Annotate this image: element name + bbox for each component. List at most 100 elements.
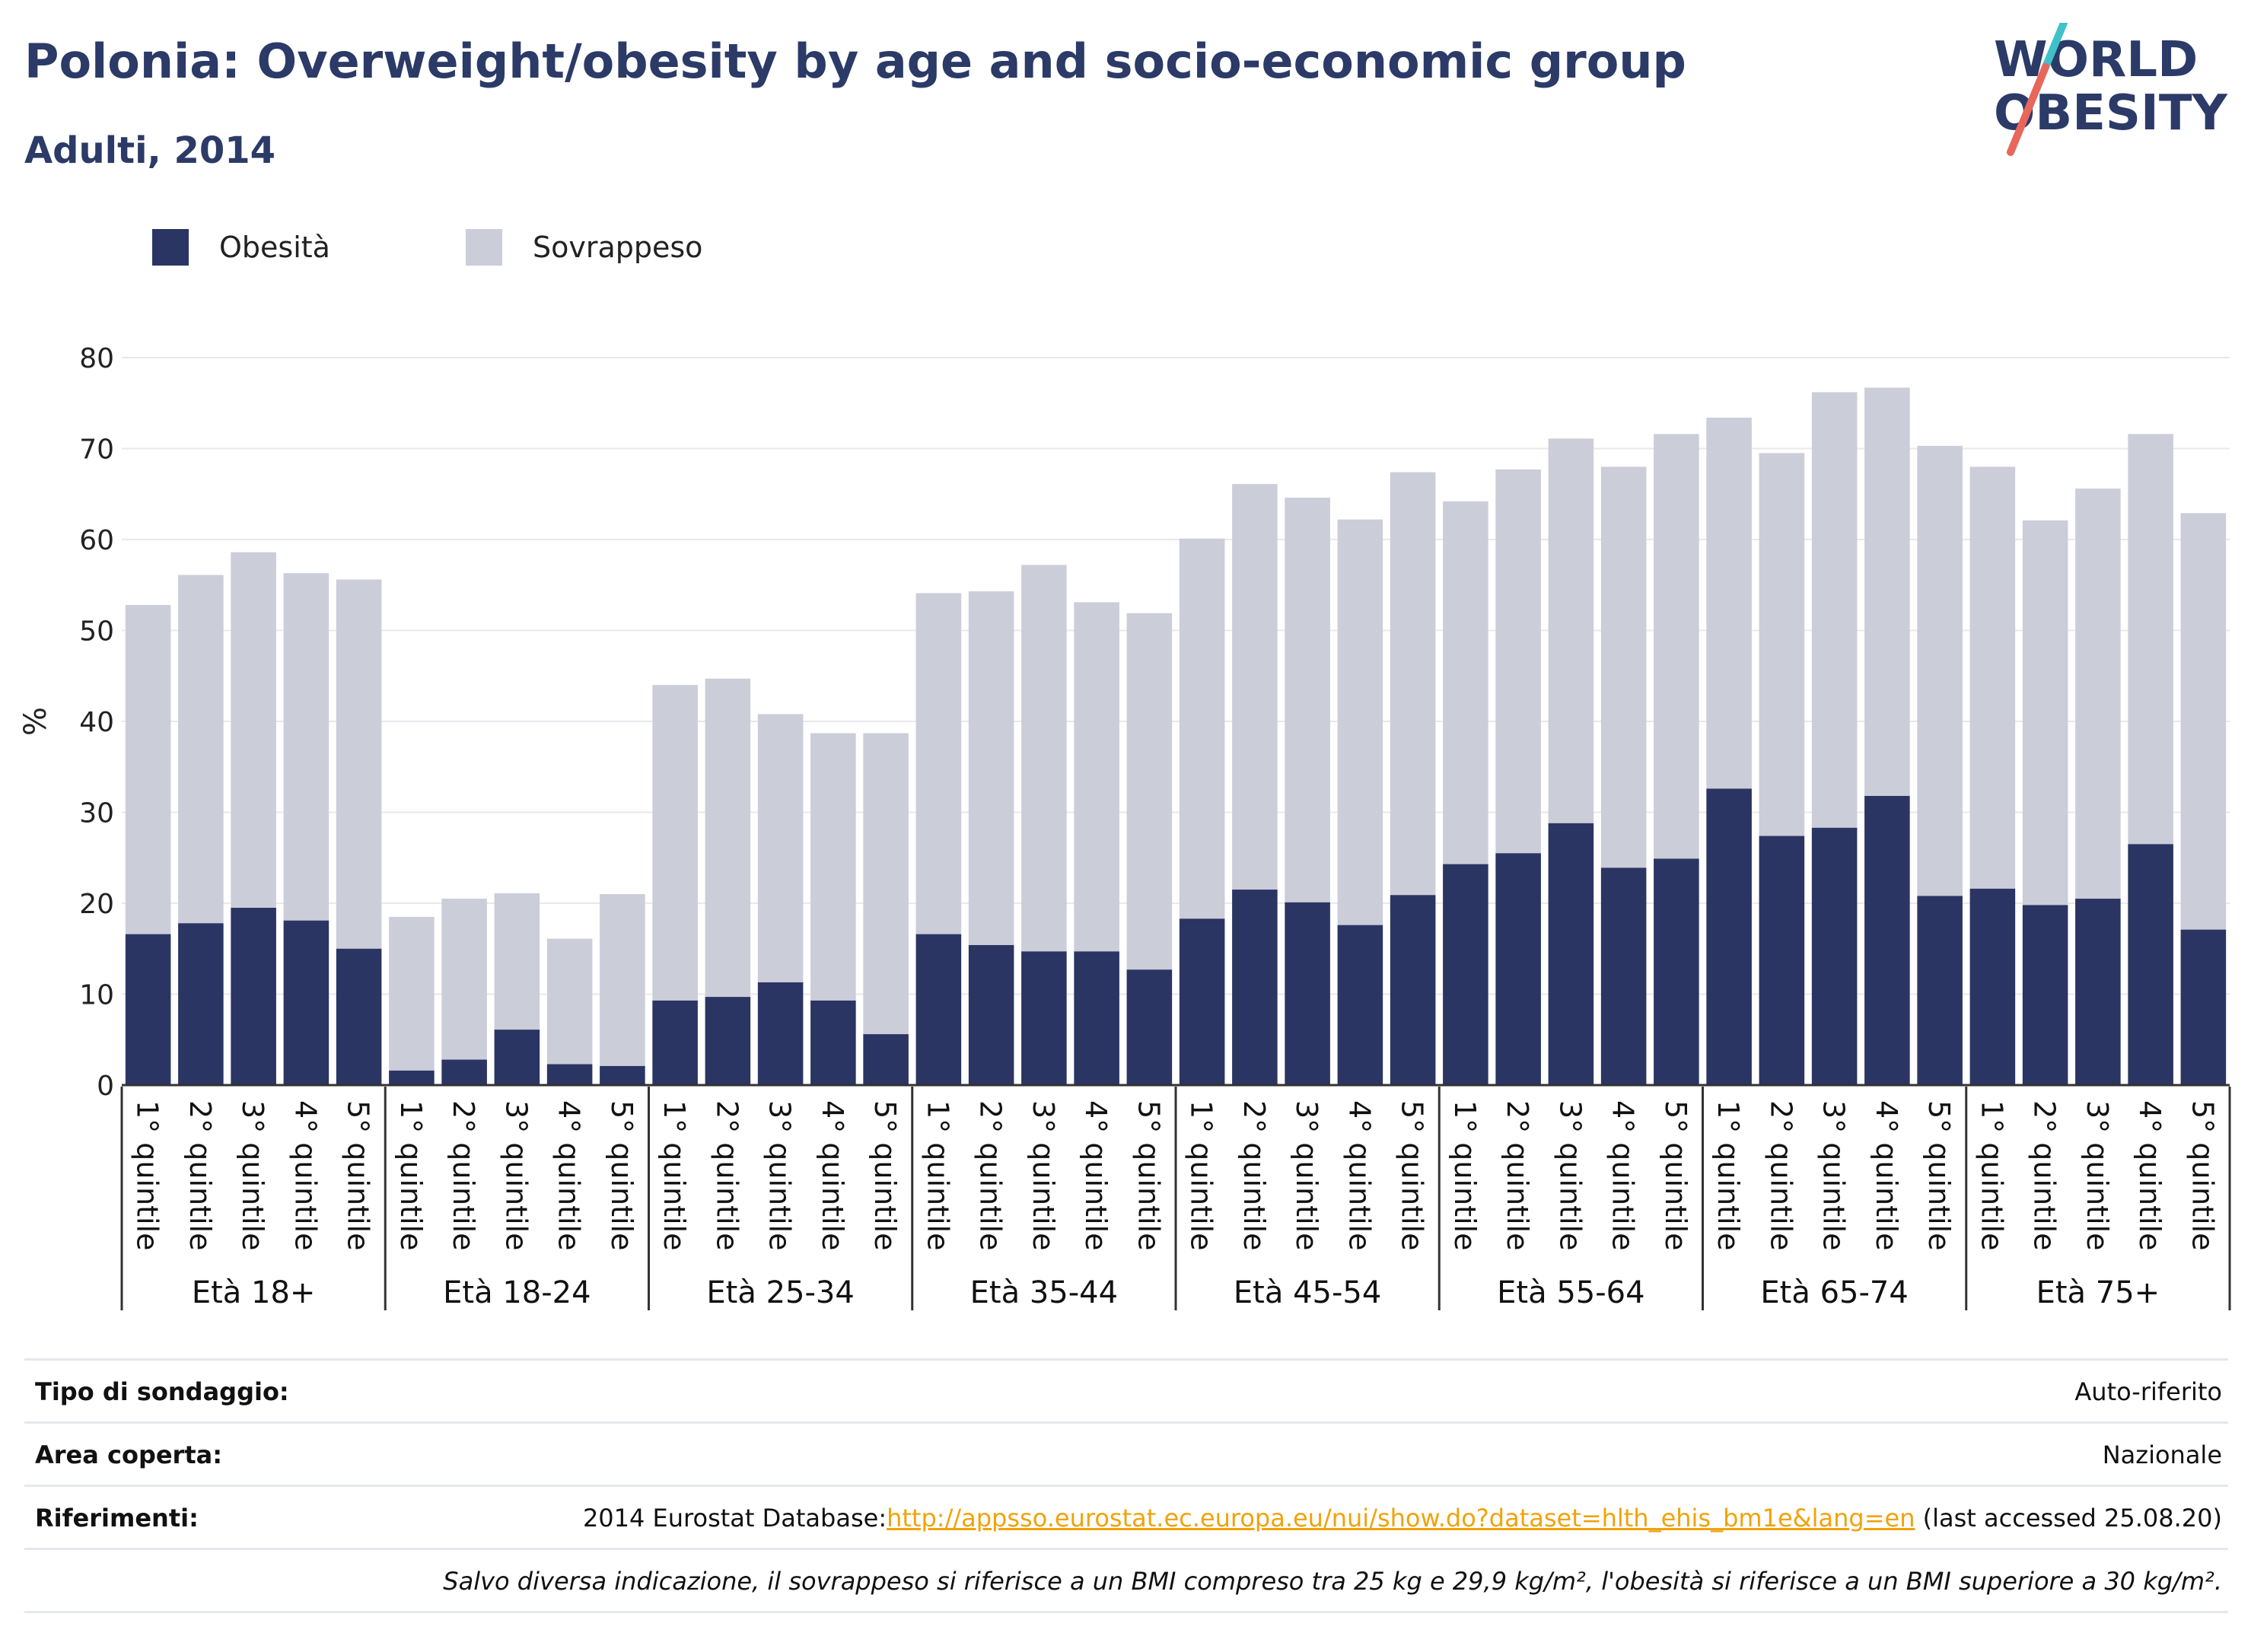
x-tick-label: 5° quintile <box>1132 1100 1165 1251</box>
bar-obesity <box>1706 788 1752 1085</box>
x-tick-label: 4° quintile <box>1870 1100 1903 1251</box>
bar-obesity <box>600 1065 645 1085</box>
x-tick-label: 5° quintile <box>342 1100 375 1251</box>
bar-overweight <box>1706 417 1752 789</box>
x-tick-label: 1° quintile <box>1185 1100 1218 1251</box>
x-tick-label: 5° quintile <box>1396 1100 1429 1251</box>
info-table: Tipo di sondaggio: Auto-riferito Area co… <box>24 1358 2228 1613</box>
page-subtitle: Adulti, 2014 <box>24 129 276 172</box>
bar-overweight <box>1443 501 1488 864</box>
bar-obesity <box>1654 858 1699 1085</box>
x-tick-label: 4° quintile <box>2133 1100 2167 1251</box>
bar-overweight <box>494 893 540 1030</box>
x-tick-label: 2° quintile <box>1501 1100 1534 1251</box>
bar-obesity <box>1600 867 1647 1085</box>
y-tick-label-1: 10 <box>79 980 114 1011</box>
bar-obesity <box>2022 905 2068 1085</box>
bar-overweight <box>2180 513 2227 930</box>
bar-overweight <box>2075 489 2121 899</box>
bar-obesity <box>2128 844 2173 1085</box>
bar-overweight <box>1179 538 1225 919</box>
bar-obesity <box>915 934 962 1085</box>
bar-obesity <box>178 923 224 1085</box>
x-tick-label: 1° quintile <box>657 1100 691 1251</box>
bar-obesity <box>125 934 171 1085</box>
x-tick-label: 1° quintile <box>1975 1100 2008 1251</box>
bar-overweight <box>1285 498 1330 902</box>
legend-item-overweight[interactable]: Sovrappeso <box>466 228 702 266</box>
group-label: Età 25-34 <box>706 1275 854 1310</box>
bar-obesity <box>1285 902 1330 1085</box>
bar-obesity <box>1126 969 1173 1085</box>
bmi-note: Salvo diversa indicazione, il sovrappeso… <box>443 1567 2222 1596</box>
x-tick-label: 1° quintile <box>394 1100 428 1251</box>
references-prefix: 2014 Eurostat Database: <box>582 1504 887 1533</box>
bar-overweight <box>1548 438 1594 823</box>
bar-overweight <box>915 593 962 934</box>
y-tick-label-4: 40 <box>79 707 114 738</box>
y-tick-label-0: 0 <box>97 1071 114 1102</box>
bar-overweight <box>441 899 487 1060</box>
bar-overweight <box>336 579 382 949</box>
x-tick-label: 3° quintile <box>1290 1100 1323 1251</box>
logo-slash-teal <box>2042 23 2068 71</box>
bar-obesity <box>1759 836 1805 1085</box>
x-tick-label: 4° quintile <box>1079 1100 1113 1251</box>
bar-obesity <box>2075 899 2121 1085</box>
y-tick-label-3: 30 <box>79 798 114 829</box>
x-tick-label: 3° quintile <box>499 1100 533 1251</box>
bar-overweight <box>757 714 804 982</box>
bar-obesity <box>1495 853 1541 1085</box>
bar-obesity <box>652 1000 698 1085</box>
x-tick-label: 5° quintile <box>2186 1100 2219 1251</box>
group-label: Età 55-64 <box>1497 1275 1644 1310</box>
bar-overweight <box>1232 484 1278 890</box>
survey-type-label: Tipo di sondaggio: <box>35 1377 289 1406</box>
y-tick-label-5: 50 <box>79 616 114 648</box>
references-value: 2014 Eurostat Database:http://appsso.eur… <box>583 1504 2222 1533</box>
x-tick-label: 4° quintile <box>288 1100 322 1251</box>
bar-overweight <box>231 552 276 908</box>
x-tick-label: 3° quintile <box>763 1100 797 1251</box>
bar-obesity <box>441 1059 487 1085</box>
legend-item-obesity[interactable]: Obesità <box>152 228 330 266</box>
legend-label-obesity: Obesità <box>219 231 330 264</box>
bar-overweight <box>1654 434 1699 859</box>
bar-overweight <box>1390 472 1436 896</box>
group-label: Età 35-44 <box>970 1275 1118 1310</box>
bar-obesity <box>863 1034 909 1085</box>
x-tick-label: 4° quintile <box>1606 1100 1640 1251</box>
bar-overweight <box>863 733 909 1035</box>
bar-obesity <box>1864 795 1910 1085</box>
bar-overweight <box>1021 565 1067 952</box>
bar-obesity <box>705 997 751 1085</box>
group-label: Età 18-24 <box>443 1275 591 1310</box>
x-tick-label: 1° quintile <box>1448 1100 1482 1251</box>
bar-overweight <box>2128 434 2173 845</box>
references-link[interactable]: http://appsso.eurostat.ec.europa.eu/nui/… <box>887 1504 1915 1533</box>
bar-obesity <box>1232 890 1278 1085</box>
info-row-area: Area coperta: Nazionale <box>24 1421 2228 1485</box>
references-suffix: (last accessed 25.08.20) <box>1915 1504 2222 1533</box>
bar-obesity <box>231 907 276 1085</box>
y-axis-label: % <box>18 707 53 736</box>
bar-overweight <box>810 733 856 1001</box>
logo-slash-coral <box>2007 63 2049 156</box>
bar-overweight <box>2022 520 2068 906</box>
bar-obesity <box>283 920 330 1085</box>
x-tick-label: 2° quintile <box>1764 1100 1797 1251</box>
x-tick-label: 4° quintile <box>816 1100 849 1251</box>
bar-overweight <box>125 605 171 934</box>
stacked-bar-chart: 0 10 20 30 40 50 60 70 80% 1° quintile 2° quintile… <box>18 343 2231 1310</box>
info-row-note: Salvo diversa indicazione, il sovrappeso… <box>24 1548 2228 1613</box>
bar-overweight <box>1917 445 1963 896</box>
x-tick-label: 2° quintile <box>710 1100 743 1251</box>
x-tick-label: 3° quintile <box>1027 1100 1060 1251</box>
bar-obesity <box>1337 925 1383 1085</box>
x-tick-label: 2° quintile <box>1237 1100 1271 1251</box>
bar-overweight <box>389 916 435 1071</box>
bar-overweight <box>1600 466 1647 868</box>
x-tick-label: 5° quintile <box>868 1100 902 1251</box>
x-tick-label: 2° quintile <box>974 1100 1008 1251</box>
bar-obesity <box>546 1064 593 1085</box>
